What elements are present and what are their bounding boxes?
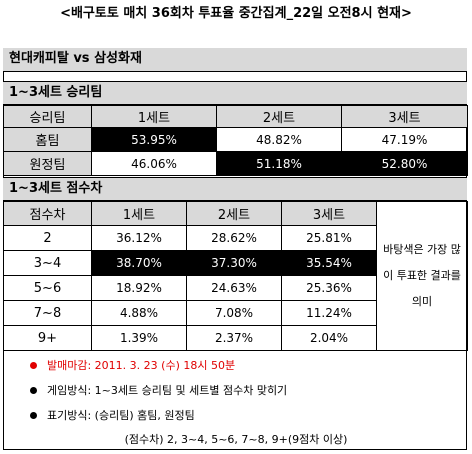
highlight-note: 바탕색은 가장 많이 투표한 결과를 의미 [376, 201, 468, 351]
header-cell: 3세트 [281, 201, 377, 226]
table-cell: 28.62% [186, 225, 282, 251]
table-cell: 25.36% [281, 275, 377, 301]
header-cell: 2세트 [186, 201, 282, 226]
table-cell: 2.37% [186, 325, 282, 351]
table-cell: 7.08% [186, 300, 282, 326]
notation-line: 표기방식: (승리팀) 홈팀, 원정팀 [30, 407, 195, 423]
bullet-icon [30, 361, 37, 369]
table-row: 2 36.12% 28.62% 25.81% [3, 225, 468, 251]
table-row: 5~6 18.92% 24.63% 25.36% [3, 275, 468, 301]
header-cell: 승리팀 [3, 105, 92, 128]
method-text: 게임방식: 1~3세트 승리팀 및 세트별 점수차 맞히기 [47, 384, 288, 397]
table-cell: 38.70% [91, 250, 187, 276]
section2-heading: 1~3세트 점수차 [3, 177, 467, 201]
table-cell: 46.06% [91, 151, 217, 176]
table-cell: 52.80% [341, 151, 468, 176]
page-title: <배구토토 매치 36회차 투표율 중간집계_22일 오전8시 현재> [60, 6, 412, 21]
deadline-text: 발매마감: 2011. 3. 23 (수) 18시 50분 [47, 359, 236, 372]
table-row: 7~8 4.88% 7.08% 11.24% [3, 300, 468, 326]
header-cell: 1세트 [91, 105, 217, 128]
row-label: 3~4 [3, 250, 92, 276]
winner-header-row: 승리팀 1세트 2세트 3세트 [3, 105, 468, 128]
row-label: 7~8 [3, 300, 92, 326]
margin-table: 점수차 1세트 2세트 3세트 바탕색은 가장 많이 투표한 결과를 의미 2 … [3, 201, 468, 351]
table-row: 홈팀 53.95% 48.82% 47.19% [3, 127, 468, 152]
header-cell: 3세트 [341, 105, 468, 128]
bullet-icon [30, 411, 37, 419]
row-label: 5~6 [3, 275, 92, 301]
table-row: 9+ 1.39% 2.37% 2.04% [3, 325, 468, 351]
row-label: 홈팀 [3, 127, 92, 152]
score-footnote: (점수차) 2, 3~4, 5~6, 7~8, 9+(9점차 이상) [124, 433, 348, 446]
table-cell: 25.81% [281, 225, 377, 251]
header-cell: 2세트 [216, 105, 342, 128]
table-row: 원정팀 46.06% 51.18% 52.80% [3, 151, 468, 176]
table-cell: 36.12% [91, 225, 187, 251]
header-cell: 점수차 [3, 201, 92, 226]
header-cell: 1세트 [91, 201, 187, 226]
table-cell: 37.30% [186, 250, 282, 276]
table-cell: 1.39% [91, 325, 187, 351]
row-label: 2 [3, 225, 92, 251]
table-cell: 24.63% [186, 275, 282, 301]
table-cell: 4.88% [91, 300, 187, 326]
table-cell: 47.19% [341, 127, 468, 152]
notation-text: 표기방식: (승리팀) 홈팀, 원정팀 [47, 409, 195, 422]
deadline-line: 발매마감: 2011. 3. 23 (수) 18시 50분 [30, 357, 235, 373]
row-label: 원정팀 [3, 151, 92, 176]
bullet-icon [30, 386, 37, 394]
table-cell: 18.92% [91, 275, 187, 301]
match-title: 현대캐피탈 vs 삼성화재 [3, 48, 467, 72]
table-cell: 2.04% [281, 325, 377, 351]
method-line: 게임방식: 1~3세트 승리팀 및 세트별 점수차 맞히기 [30, 382, 287, 398]
margin-header-row: 점수차 1세트 2세트 3세트 바탕색은 가장 많이 투표한 결과를 의미 [3, 201, 468, 351]
table-cell: 51.18% [216, 151, 342, 176]
row-label: 9+ [3, 325, 92, 351]
section1-heading: 1~3세트 승리팀 [3, 81, 467, 105]
table-cell: 35.54% [281, 250, 377, 276]
table-row: 3~4 38.70% 37.30% 35.54% [3, 250, 468, 276]
table-cell: 53.95% [91, 127, 217, 152]
winner-table: 승리팀 1세트 2세트 3세트 홈팀 53.95% 48.82% 47.19% … [3, 105, 468, 176]
table-cell: 11.24% [281, 300, 377, 326]
table-cell: 48.82% [216, 127, 342, 152]
